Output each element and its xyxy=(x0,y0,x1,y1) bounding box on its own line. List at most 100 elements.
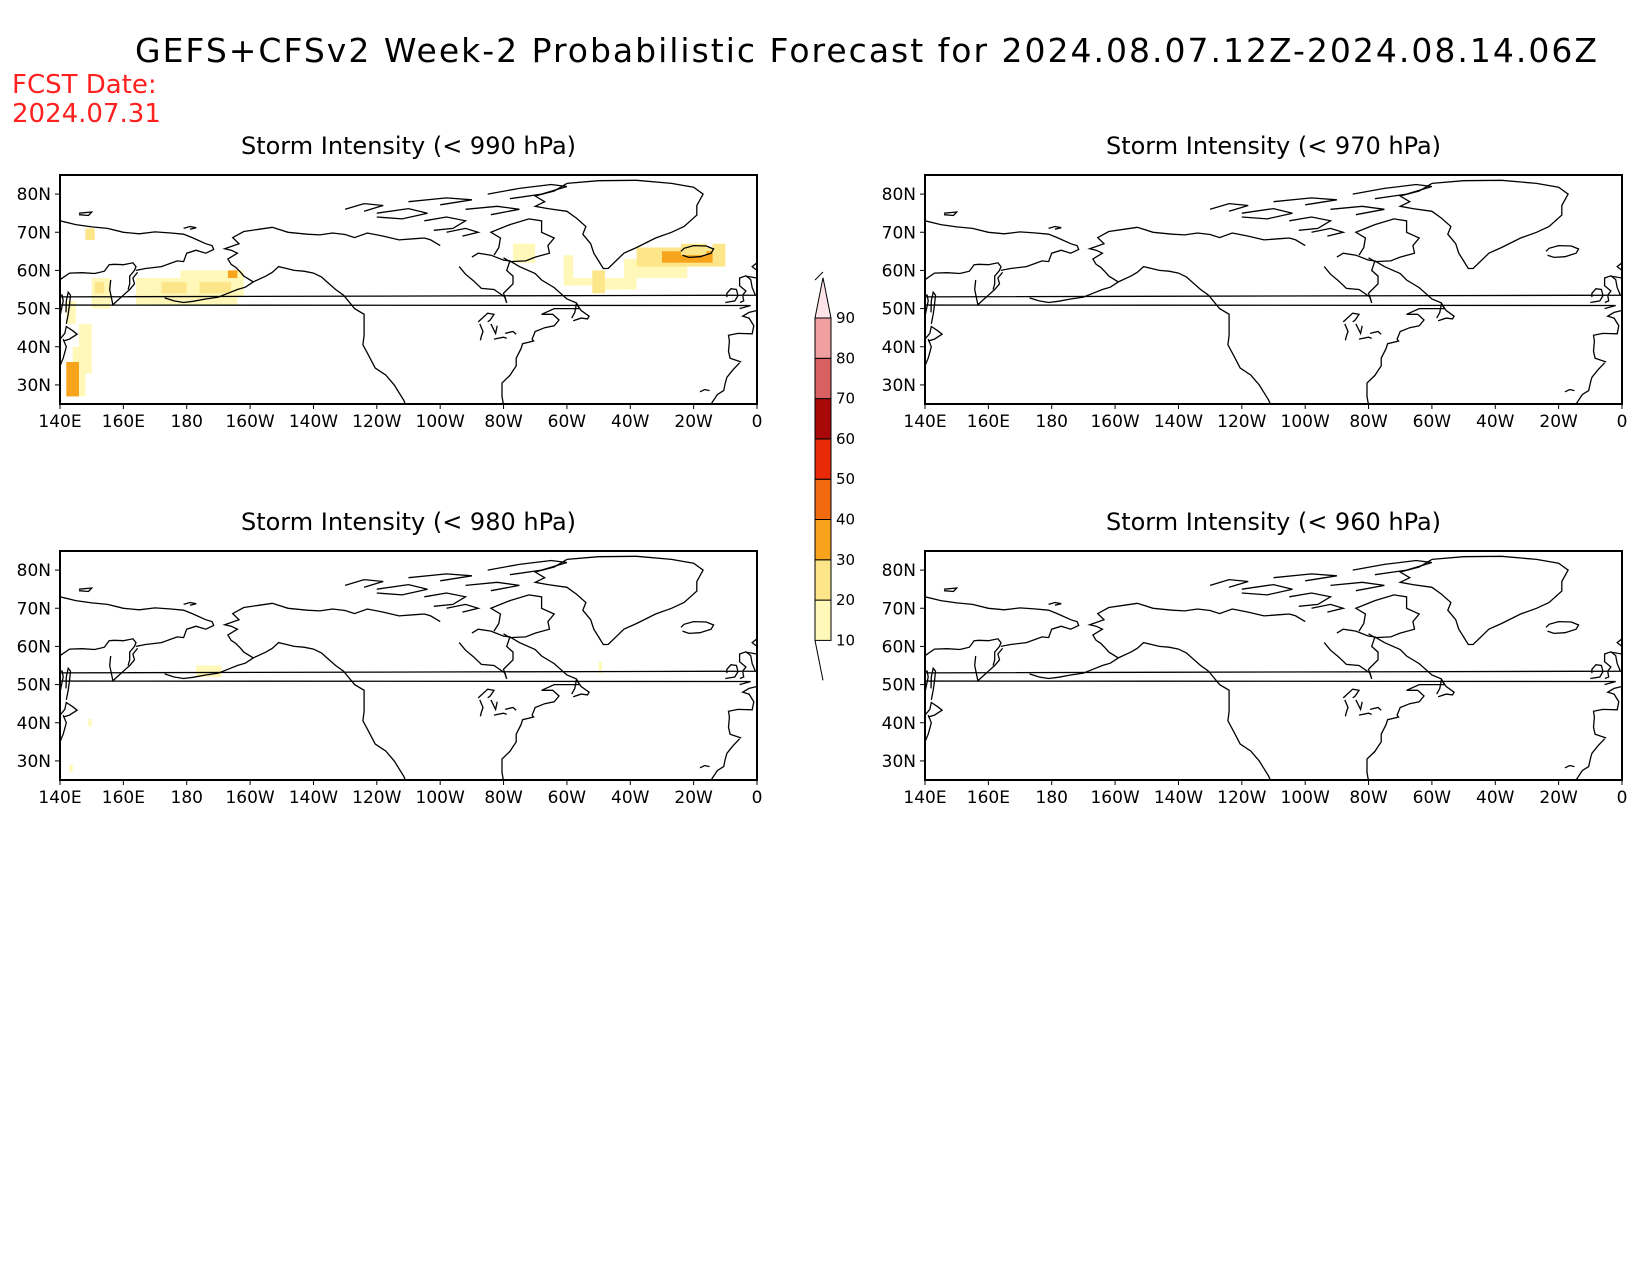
coastline xyxy=(1610,651,1622,655)
colorbar-swatch xyxy=(814,438,832,480)
colorbar-label: 30 xyxy=(836,551,855,569)
lon-tick-label: 120W xyxy=(352,788,401,808)
coastline xyxy=(1354,218,1421,263)
coastline xyxy=(408,197,473,206)
panel-title: Storm Intensity (< 980 hPa) xyxy=(241,508,576,536)
axis-ticks: 140E 160E 180 160W 140W 120W 100W 80W 60W 40W 20W 0… xyxy=(882,185,1628,432)
coastline xyxy=(1592,685,1622,739)
colorbar-label: 40 xyxy=(836,511,855,529)
probability-cell xyxy=(85,228,95,240)
coastline xyxy=(1358,336,1372,340)
coastline xyxy=(376,207,428,220)
axis-ticks: 140E 160E 180 160W 140W 120W 100W 80W 60W 40W 20W 0… xyxy=(17,185,763,432)
lat-tick-label: 70N xyxy=(882,223,916,243)
colorbar-label: 90 xyxy=(836,309,855,327)
probability-cell xyxy=(79,323,92,374)
axis-ticks: 140E 160E 180 160W 140W 120W 100W 80W 60W 40W 20W 0… xyxy=(17,561,763,808)
coastline xyxy=(465,581,520,592)
coastline xyxy=(1209,202,1249,212)
coastline xyxy=(925,275,1622,310)
coastline xyxy=(1087,226,1306,283)
coastline xyxy=(1610,275,1622,279)
lon-tick-label: 0 xyxy=(1617,788,1628,808)
coastline xyxy=(183,601,197,606)
panel-960-hpa: Storm Intensity (< 960 hPa) 140E 160E 180 1… xyxy=(882,508,1628,808)
colorbar-tip xyxy=(814,271,824,281)
colorbar-label: 10 xyxy=(836,631,855,649)
colorbar-label: 70 xyxy=(836,390,855,408)
panel-title: Storm Intensity (< 990 hPa) xyxy=(241,132,576,160)
coastline xyxy=(727,309,757,363)
lon-tick-label: 40W xyxy=(1476,788,1515,808)
coastline xyxy=(65,666,72,701)
coastline xyxy=(487,559,568,576)
coastline xyxy=(1354,594,1421,639)
lon-tick-label: 160W xyxy=(225,788,274,808)
coastline xyxy=(493,712,507,716)
lon-tick-label: 140W xyxy=(1154,412,1203,432)
lat-tick-label: 40N xyxy=(882,714,916,734)
colorbar-tail xyxy=(814,640,824,681)
colorbar-swatch xyxy=(814,357,832,400)
coastline xyxy=(925,596,1080,648)
coastline xyxy=(1029,657,1119,680)
coastline xyxy=(725,664,739,680)
lat-tick-label: 80N xyxy=(17,185,51,205)
probability-cell xyxy=(681,243,707,256)
coastline xyxy=(925,714,932,743)
map-frame xyxy=(924,174,1623,405)
coastline xyxy=(1048,601,1062,606)
panel-980-hpa: Storm Intensity (< 980 hPa) 140E 160E 180 1… xyxy=(17,508,763,808)
coastline xyxy=(1436,678,1455,698)
lon-tick-label: 140W xyxy=(1154,788,1203,808)
coastline xyxy=(60,714,67,743)
coastline xyxy=(109,271,139,307)
map-frame xyxy=(59,174,758,405)
probability-cell xyxy=(94,281,105,294)
lat-tick-label: 40N xyxy=(17,714,51,734)
panel-title: Storm Intensity (< 970 hPa) xyxy=(1106,132,1441,160)
coastline xyxy=(458,628,514,680)
lat-tick-label: 60N xyxy=(882,637,916,657)
coastline xyxy=(60,275,757,310)
coastline xyxy=(727,685,757,739)
coastline xyxy=(477,312,496,323)
coastline xyxy=(1616,262,1622,271)
coastline xyxy=(183,225,197,230)
coastline xyxy=(109,647,139,683)
lon-tick-label: 140E xyxy=(38,788,81,808)
fcst-date-label: FCST Date: xyxy=(12,70,157,100)
coastline xyxy=(1355,699,1363,712)
lon-tick-label: 100W xyxy=(416,412,465,432)
lon-tick-label: 160E xyxy=(967,412,1010,432)
coastline xyxy=(60,338,67,367)
coastlines xyxy=(925,179,1622,404)
lon-tick-label: 60W xyxy=(548,788,587,808)
colorbar-swatch xyxy=(814,277,832,319)
coastline xyxy=(477,688,496,699)
coastline xyxy=(571,302,590,322)
coastline xyxy=(490,323,498,336)
map-frame xyxy=(59,550,758,781)
coastline xyxy=(925,262,1002,317)
probability-cell xyxy=(604,278,637,290)
coastline xyxy=(680,620,715,635)
coastline xyxy=(1323,628,1379,680)
lat-tick-label: 30N xyxy=(882,376,916,396)
coastline xyxy=(745,275,757,279)
lon-tick-label: 80W xyxy=(1349,788,1388,808)
coastline xyxy=(1369,330,1382,335)
coastline xyxy=(501,636,581,780)
lon-tick-label: 160E xyxy=(102,788,145,808)
lon-tick-label: 120W xyxy=(352,412,401,432)
coastline xyxy=(925,701,944,718)
coastline xyxy=(222,226,441,283)
coastlines xyxy=(60,179,757,404)
coastline xyxy=(571,678,590,698)
coastline xyxy=(253,265,407,404)
coastline xyxy=(1575,362,1606,404)
coastline xyxy=(1545,244,1580,259)
lon-tick-label: 20W xyxy=(674,412,713,432)
coastline xyxy=(78,587,94,593)
lat-tick-label: 50N xyxy=(882,676,916,696)
